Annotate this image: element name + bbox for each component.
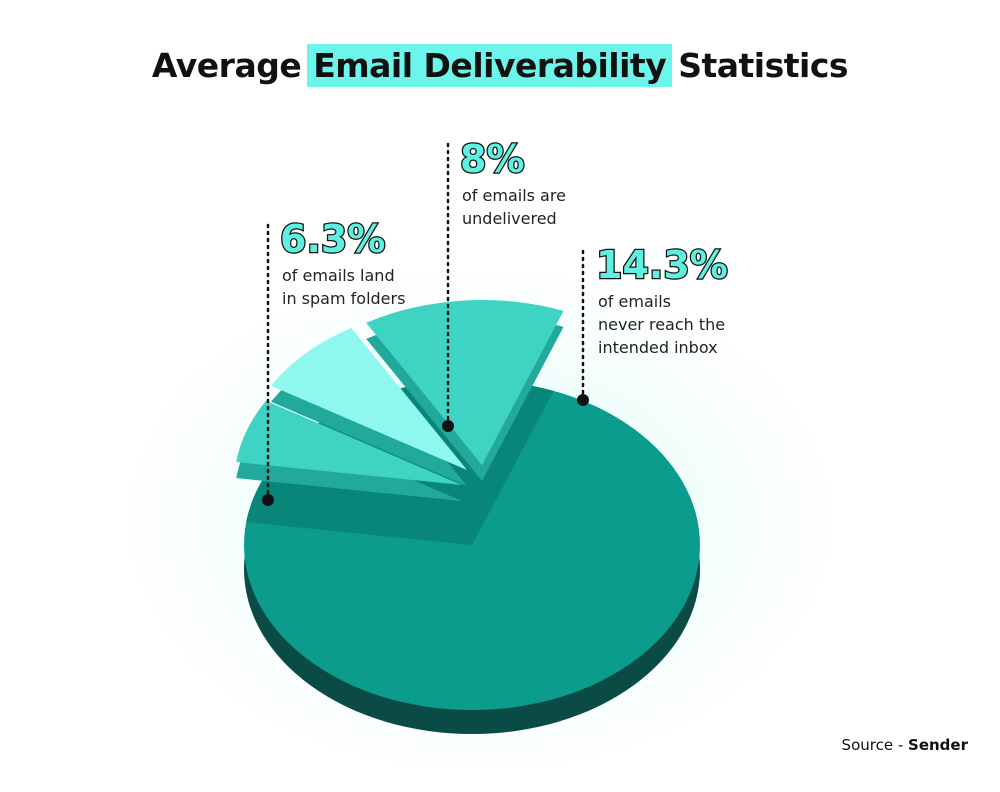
title-highlight: Email Deliverability <box>307 44 673 87</box>
leader-dot <box>442 420 454 432</box>
title-start: Average <box>151 46 302 85</box>
leader-dot <box>577 394 589 406</box>
slice-description: in spam folders <box>282 289 405 308</box>
source-name: Sender <box>908 736 968 754</box>
slice-description: of emails <box>598 292 671 311</box>
slice-description: intended inbox <box>598 338 718 357</box>
chart-title: Average Email Deliverability Statistics <box>0 44 1000 87</box>
value-label: 6.3% <box>280 217 385 261</box>
slice-description: undelivered <box>462 209 557 228</box>
slice <box>366 300 564 465</box>
slice-description: of emails land <box>282 266 395 285</box>
slice-description: never reach the <box>598 315 725 334</box>
slice <box>270 327 467 470</box>
value-label: 8% <box>460 137 525 181</box>
leader-dot <box>262 494 274 506</box>
title-end: Statistics <box>678 46 849 85</box>
source: Source - Sender <box>842 736 968 754</box>
slice-description: of emails are <box>462 186 566 205</box>
slice <box>236 400 462 485</box>
source-prefix: Source - <box>841 736 904 754</box>
value-label: 14.3% <box>596 243 728 287</box>
